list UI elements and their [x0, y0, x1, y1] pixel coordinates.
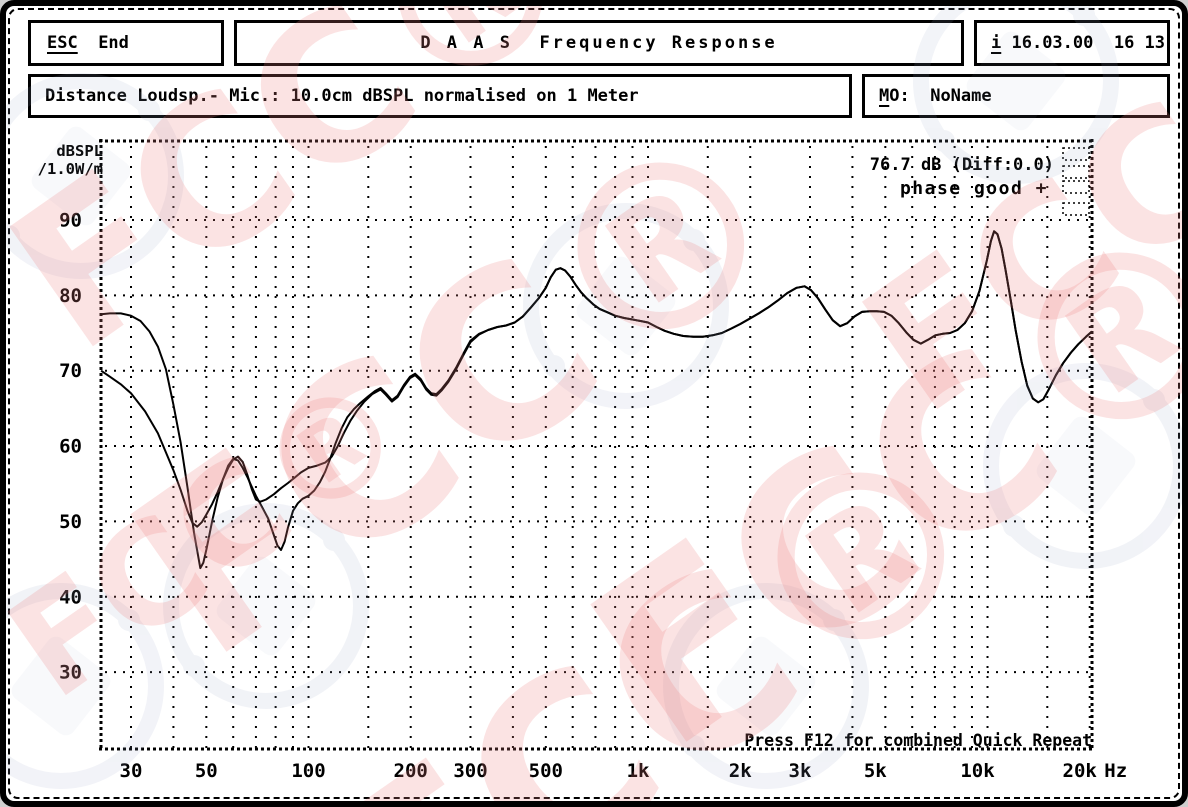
watermark-logo-dot: [1003, 515, 1025, 537]
watermark-logo-core: [576, 256, 676, 356]
x-tick-label: 5k: [864, 760, 887, 782]
footer-note: Press F12 for combined Quick Repeat: [744, 731, 1092, 750]
x-tick-label: 200: [394, 760, 428, 782]
title-text: D A A S Frequency Response: [420, 33, 778, 53]
esc-end-button[interactable]: ESC End: [28, 20, 224, 66]
watermark-fcc-text: FCC®: [288, 385, 1035, 807]
datetime-text: 16.03.00 16 13: [1001, 33, 1166, 53]
plot-area: dBSPL/1.0W/m 90 80 70 60 50 40 30 30 50 100 200 300 5…: [38, 139, 1127, 782]
watermark-logo: [663, 583, 869, 789]
watermark-logo-dot: [933, 130, 955, 152]
y-axis-unit-label: /1.0W/m: [38, 160, 103, 178]
mo-model-field[interactable]: M O: NoName: [862, 74, 1170, 118]
watermark-logo: [983, 363, 1182, 569]
x-tick-label: 500: [529, 760, 563, 782]
esc-key-label: ESC: [47, 33, 78, 53]
watermark-logo-core: [11, 636, 111, 736]
watermark-logo-dot: [1143, 389, 1165, 411]
plot-border: [99, 139, 1094, 751]
legend-swatch: [1062, 147, 1090, 161]
y-tick-label: 90: [59, 210, 82, 232]
watermark-logo-ring: [163, 503, 369, 709]
watermark-layer: FCC®FCC®FCC®FCC®FCC®FCC®: [6, 6, 1188, 807]
watermark-fcc-text: FCC®: [6, 344, 436, 731]
legend-swatch: [1062, 165, 1090, 179]
watermark-logo-ring: [523, 203, 729, 409]
y-tick-label: 40: [59, 586, 82, 608]
x-tick-label: 50: [195, 760, 218, 782]
grid: [105, 146, 1092, 748]
y-tick-label: 50: [59, 511, 82, 533]
y-tick-label: 80: [59, 285, 82, 307]
x-tick-label: 2k: [729, 760, 752, 782]
watermark-fcc-text: FCC®: [548, 165, 1188, 799]
watermark-logo-core: [31, 126, 131, 226]
x-tick-label: 20k: [1063, 760, 1098, 782]
watermark-logo: [163, 503, 369, 709]
watermark-logo-dot: [683, 229, 705, 251]
x-tick-label: 100: [291, 760, 325, 782]
mo-rest-label: O:: [889, 86, 910, 106]
esc-end-label: End: [77, 33, 129, 53]
level-annotation: 76.7 dB (Diff:0.0): [870, 155, 1054, 175]
measurement-info-text: Distance Loudsp.- Mic.: 10.0cm dBSPL nor…: [45, 86, 639, 106]
watermark-logo-ring: [6, 583, 164, 789]
watermark-logo: [6, 583, 164, 789]
legend-swatch: [1062, 180, 1090, 194]
mo-key-label: M: [879, 86, 890, 106]
measurement-info-bar: Distance Loudsp.- Mic.: 10.0cm dBSPL nor…: [28, 74, 852, 118]
x-tick-label: 3k: [789, 760, 812, 782]
response-curve-2: [100, 230, 1093, 528]
watermark-logo: [523, 203, 729, 409]
phase-annotation: phase good +: [900, 178, 1048, 199]
screen-inner-frame: [8, 8, 1180, 799]
x-tick-label: 300: [453, 760, 487, 782]
watermark-logo-dot: [118, 609, 140, 631]
watermark-logo-ring: [983, 363, 1182, 569]
watermark-logo-dot: [183, 655, 205, 677]
info-key-label: i: [991, 33, 1002, 53]
watermark-logo-dot: [543, 355, 565, 377]
mo-value: NoName: [909, 86, 992, 106]
chart-svg: dBSPL/1.0W/m 90 80 70 60 50 40 30 30 50 100 200 300 5…: [6, 6, 1188, 807]
watermark-logo-dot: [683, 735, 705, 757]
y-tick-label: 60: [59, 436, 82, 458]
y-axis-unit-label: dBSPL: [56, 142, 103, 160]
watermark-logo-dot: [323, 529, 345, 551]
response-curve-1: [101, 230, 1093, 570]
watermark-fcc-text: FCC®: [88, 75, 835, 709]
watermark-logo-ring: [663, 583, 869, 789]
y-tick-label: 70: [59, 360, 82, 382]
info-datetime-button[interactable]: i 16.03.00 16 13: [974, 20, 1170, 66]
watermark-logo-dot: [6, 225, 20, 247]
watermark-logo-core: [216, 556, 316, 656]
x-tick-label: 30: [120, 760, 143, 782]
legend-swatch: [1062, 202, 1090, 216]
x-axis-unit-label: Hz: [1104, 760, 1127, 782]
x-tick-label: 1k: [627, 760, 650, 782]
legend: [1062, 147, 1090, 216]
y-tick-label: 30: [59, 662, 82, 684]
watermark-logo-core: [1036, 416, 1136, 516]
x-tick-label: 10k: [960, 760, 995, 782]
watermark-logo-dot: [823, 609, 845, 631]
watermark-logo-core: [716, 636, 816, 736]
window-title: D A A S Frequency Response: [234, 20, 964, 66]
